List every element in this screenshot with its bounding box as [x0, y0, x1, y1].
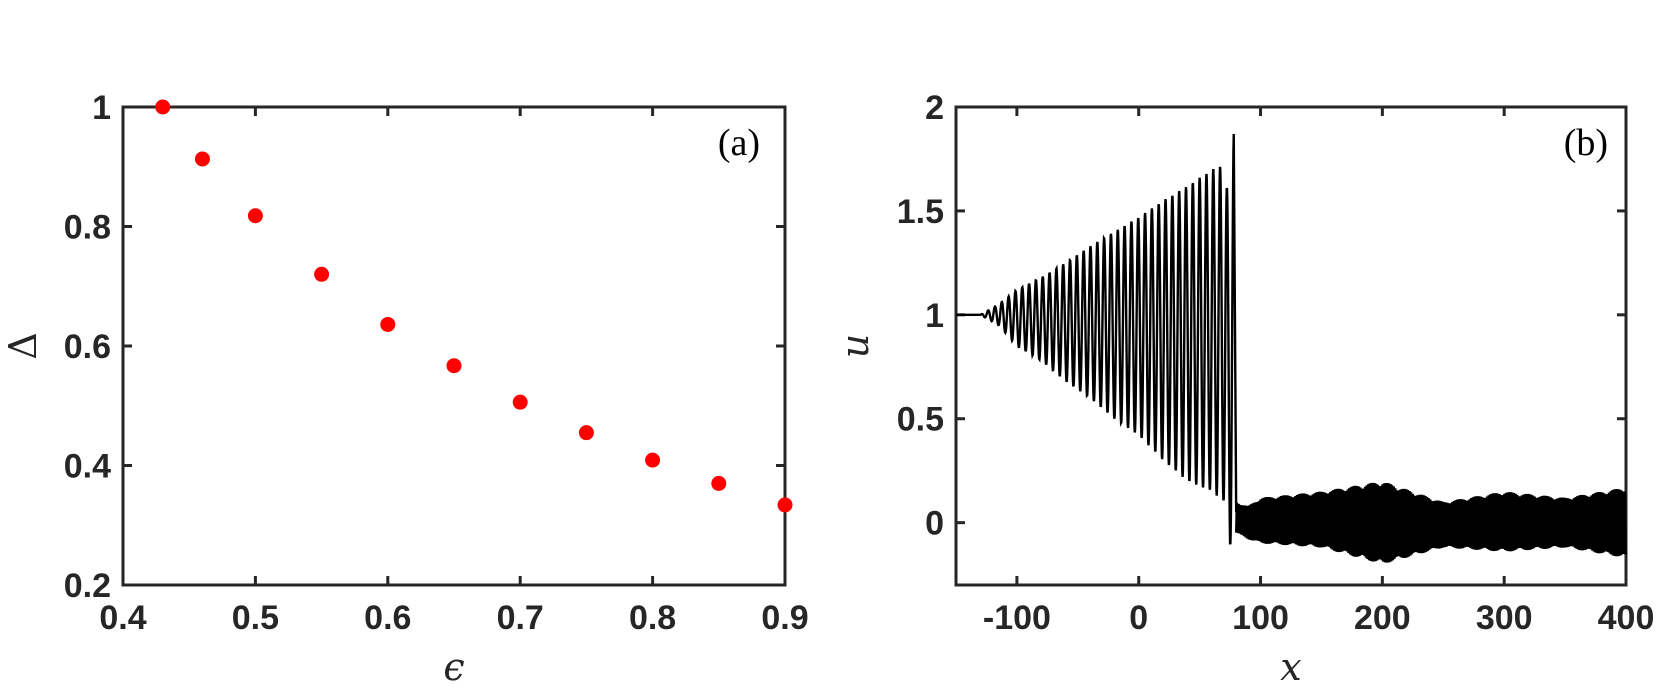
y-tick-label: 1	[92, 89, 111, 127]
data-point	[512, 394, 528, 410]
data-point	[194, 151, 210, 167]
x-tick-label: 400	[1598, 599, 1655, 637]
wave-line-radiation	[1234, 482, 1628, 563]
y-tick-label: 1	[925, 297, 944, 335]
x-tick-label: 0.4	[99, 599, 146, 637]
x-tick-labels-b: -100 0 100 200 300 400	[983, 599, 1654, 637]
x-tick-labels-a: 0.4 0.5 0.6 0.7 0.8 0.9	[99, 599, 808, 637]
x-tick-label: 0.9	[761, 599, 808, 637]
scatter-points	[155, 99, 793, 513]
x-tick-label: 0	[1129, 599, 1148, 637]
y-tick-label: 0.5	[897, 401, 944, 439]
plot-frame-b	[954, 105, 1628, 587]
x-axis-label-b: x	[1280, 645, 1301, 687]
y-tick-label: 2	[925, 89, 944, 127]
wave-line-shock	[956, 133, 1238, 545]
y-tick-labels-a: 0.2 0.4 0.6 0.8 1	[64, 89, 111, 605]
x-axis-label-a: ϵ	[443, 645, 464, 687]
x-tick-label: 300	[1476, 599, 1533, 637]
data-point	[314, 266, 330, 282]
x-tick-label: 0.5	[232, 599, 279, 637]
panel-b: -100 0 100 200 300 400 0 0.5 1 1.5 2 (b) x u	[833, 89, 1654, 687]
x-tick-label: 0.7	[497, 599, 544, 637]
y-tick-label: 0.8	[64, 209, 111, 247]
x-tick-label: 100	[1232, 599, 1289, 637]
y-tick-label: 0.6	[64, 328, 111, 366]
y-tick-label: 0.4	[64, 448, 111, 486]
data-point	[247, 208, 263, 224]
y-tick-label: 0	[925, 505, 944, 543]
panel-a: 0.4 0.5 0.6 0.7 0.8 0.9 0.20.40.60.81 (a) ϵ Δ	[1, 89, 809, 687]
x-tick-label: 200	[1354, 599, 1411, 637]
data-point	[578, 425, 594, 441]
data-point	[446, 358, 462, 374]
y-axis-label-b: u	[833, 334, 877, 358]
y-tick-label: 1.5	[897, 193, 944, 231]
y-axis-label-a: Δ	[1, 332, 45, 359]
panel-label-a: (a)	[718, 122, 760, 164]
tick-marks-b	[956, 105, 1628, 585]
panel-label-b: (b)	[1564, 122, 1608, 164]
y-tick-labels-b: 0 0.5 1 1.5 2	[897, 89, 944, 543]
data-point	[155, 99, 171, 115]
data-point	[380, 316, 396, 332]
wave-series	[956, 133, 1628, 563]
data-point	[645, 452, 661, 468]
tick-marks-a	[121, 105, 787, 587]
x-tick-label: 0.8	[629, 599, 676, 637]
x-tick-label: 0.6	[364, 599, 411, 637]
y-tick-label: 0.2	[64, 567, 111, 605]
plot-frame-a	[121, 105, 787, 587]
x-tick-label: -100	[983, 599, 1051, 637]
data-point	[777, 497, 793, 513]
data-point	[711, 475, 727, 491]
